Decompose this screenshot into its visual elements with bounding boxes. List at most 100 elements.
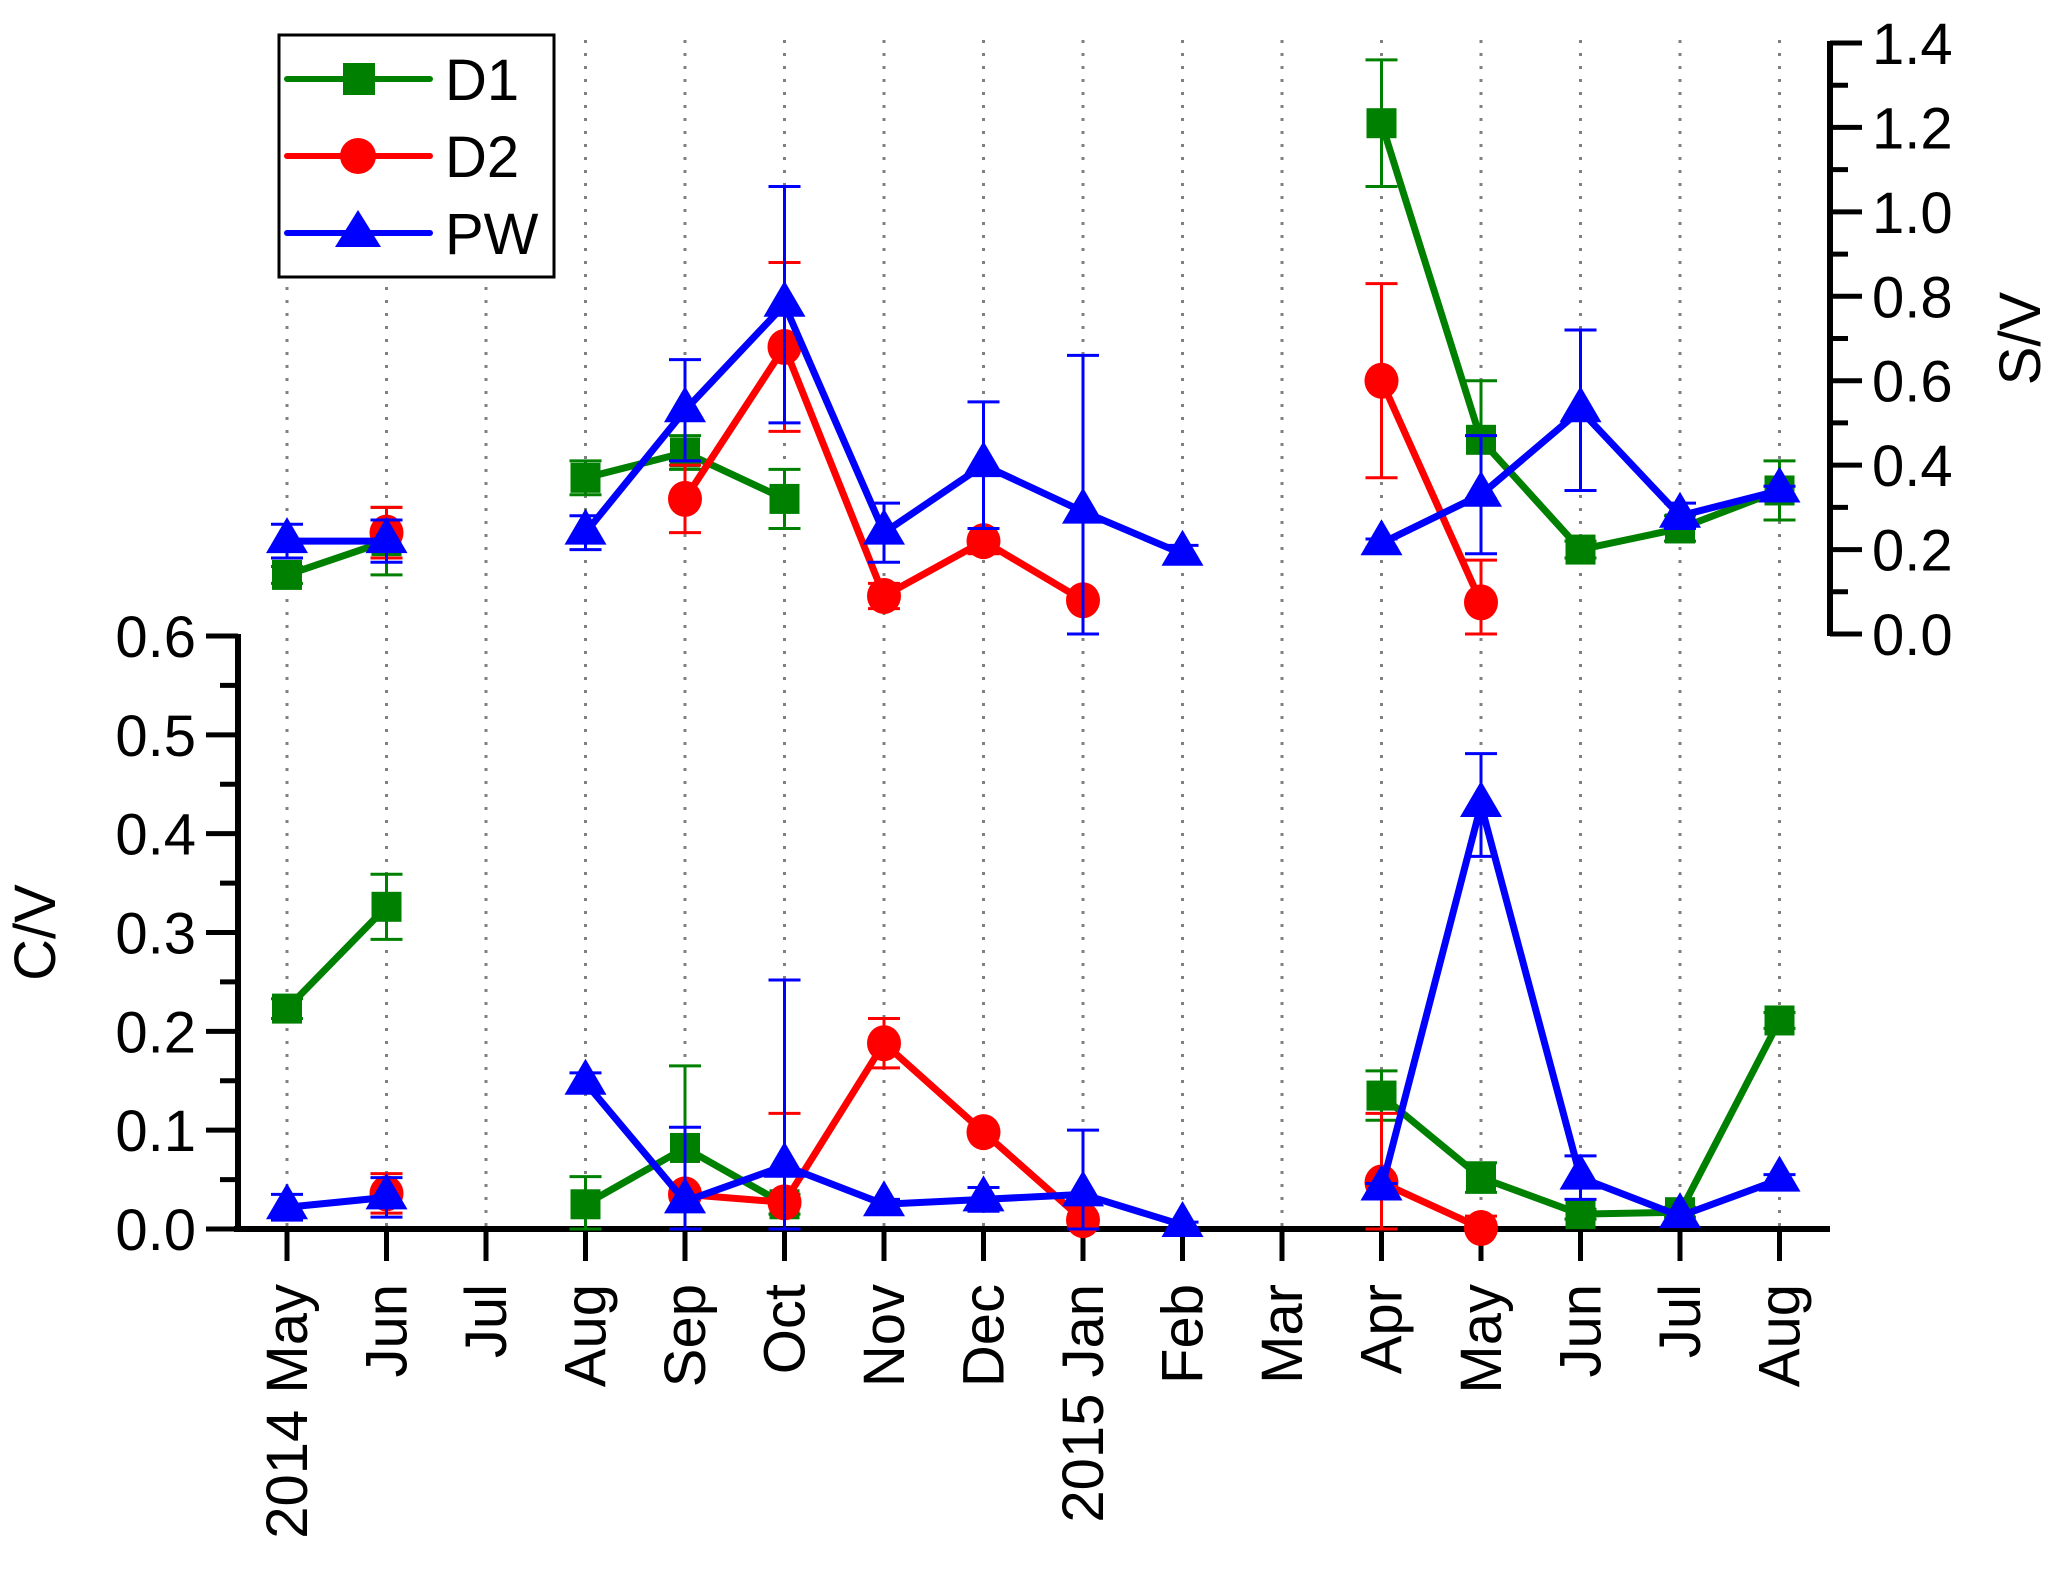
line-segment — [582, 1079, 689, 1205]
upper-series-d2 — [369, 261, 1498, 636]
lower-y-tick-label: 0.5 — [115, 704, 196, 769]
lower-y-tick-label: 0.3 — [115, 902, 196, 967]
upper-y-tick-label: 0.2 — [1872, 519, 1953, 584]
data-point — [664, 1177, 706, 1214]
line-segment — [1676, 486, 1783, 520]
line-segment — [1477, 1174, 1584, 1218]
upper-y-tick-label: 0.6 — [1872, 350, 1953, 415]
data-point — [1659, 1192, 1701, 1229]
legend-entry-d2: D2 — [284, 125, 519, 190]
data-point — [1758, 1155, 1801, 1192]
line-segment — [1477, 406, 1584, 499]
line-segment — [980, 1190, 1087, 1203]
data-point — [365, 1173, 408, 1210]
upper-y-tick-label: 0.8 — [1872, 265, 1953, 330]
upper-y-tick-label: 0.4 — [1872, 434, 1953, 499]
data-point — [863, 1180, 905, 1217]
x-tick-label: Sep — [653, 1284, 718, 1387]
x-tick-label: Aug — [554, 1284, 619, 1387]
x-tick-label: 2015 Jan — [1051, 1284, 1116, 1523]
lower-y-tick-label: 0.6 — [115, 605, 196, 670]
line-segment — [582, 406, 689, 537]
data-point — [962, 1175, 1005, 1212]
data-point — [1460, 470, 1502, 507]
series — [266, 58, 1801, 1247]
markers — [266, 781, 1801, 1238]
data-point — [272, 993, 302, 1024]
data-point — [966, 1114, 1001, 1151]
data-point — [570, 1189, 601, 1220]
data-point — [570, 462, 601, 493]
line-segment — [1477, 801, 1584, 1182]
data-point — [668, 480, 702, 517]
data-point — [272, 559, 302, 590]
line-segment — [582, 448, 689, 482]
legend-entry-pw: PW — [284, 202, 539, 267]
x-tick-label: May — [1449, 1284, 1514, 1394]
lower-series-d2 — [369, 1016, 1498, 1247]
line-segment — [1378, 1179, 1485, 1232]
line-segment — [781, 1039, 888, 1206]
triangle-marker-icon — [335, 210, 381, 247]
error-bars — [271, 752, 1796, 1231]
line-segment — [1676, 1016, 1783, 1216]
data-point — [365, 517, 408, 554]
data-point — [966, 523, 1001, 560]
lower-y-tick-label: 0.0 — [115, 1198, 196, 1263]
markers — [369, 1025, 1498, 1247]
x-tick-label: Jul — [1648, 1284, 1713, 1358]
data-point — [1062, 487, 1104, 524]
data-point — [266, 517, 308, 554]
upper-y-tick-label: 0.0 — [1872, 603, 1953, 668]
series-line — [283, 301, 1783, 558]
line-segment — [980, 537, 1087, 604]
line-segment — [681, 448, 788, 503]
upper-y-tick-label: 1.2 — [1872, 96, 1953, 161]
line-segment — [1378, 1092, 1485, 1182]
data-point — [769, 483, 800, 514]
data-point — [1360, 519, 1403, 556]
x-tick-label: Apr — [1350, 1284, 1415, 1374]
data-point — [1366, 108, 1397, 139]
x-tick-label: Aug — [1748, 1284, 1813, 1387]
data-point — [1559, 386, 1602, 423]
series-line — [283, 903, 1783, 1218]
line-segment — [781, 343, 888, 600]
upper-y-tick-label: 1.4 — [1872, 12, 1953, 77]
legend: D1 D2 PW — [277, 33, 556, 279]
x-tick-label: Oct — [753, 1284, 818, 1374]
line-segment — [283, 903, 390, 1013]
lower-y-tick-label: 0.2 — [115, 1000, 196, 1065]
data-point — [763, 1141, 806, 1178]
upper-y-tick-label: 1.0 — [1872, 181, 1953, 246]
data-point — [867, 1025, 901, 1062]
data-point — [1466, 1162, 1496, 1193]
lower-y-tick-label: 0.4 — [115, 803, 196, 868]
x-tick-label: Dec — [952, 1284, 1017, 1387]
data-point — [763, 280, 806, 317]
line-segment — [880, 537, 987, 600]
x-tick-label: 2014 May — [255, 1284, 320, 1539]
line-segment — [781, 301, 888, 537]
line-segment — [1477, 436, 1584, 554]
data-point — [1565, 534, 1596, 565]
data-point — [1565, 1199, 1596, 1230]
line-segment — [283, 1193, 390, 1211]
data-point — [1364, 362, 1399, 399]
data-point — [1161, 1201, 1204, 1238]
line-segment — [1577, 406, 1684, 520]
data-point — [1659, 491, 1701, 528]
data-point — [564, 1058, 607, 1095]
x-tick-label: Jun — [355, 1284, 420, 1378]
data-point — [962, 441, 1005, 478]
legend-label-d2: D2 — [445, 125, 519, 190]
upper-series-pw — [266, 185, 1801, 636]
data-point — [1062, 1170, 1104, 1207]
line-segment — [880, 1039, 987, 1136]
error-bars — [370, 261, 1497, 636]
data-point — [1464, 584, 1498, 621]
data-point — [1559, 1153, 1602, 1190]
data-point — [867, 578, 901, 615]
error-bars — [370, 1016, 1497, 1231]
